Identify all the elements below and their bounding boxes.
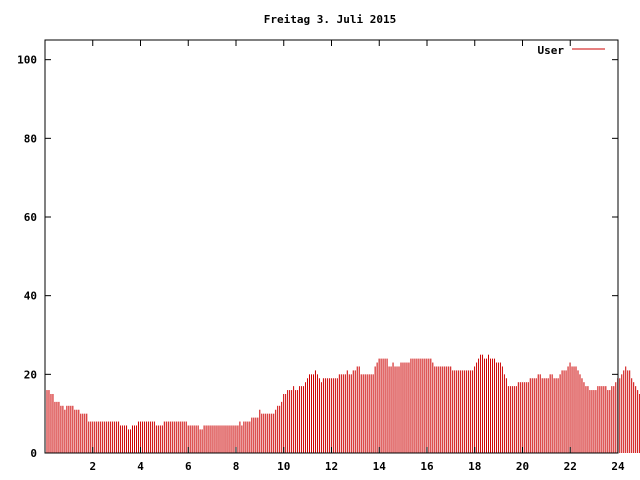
y-tick-label: 60: [24, 211, 37, 224]
y-tick-label: 40: [24, 290, 37, 303]
x-tick-label: 4: [137, 460, 144, 473]
x-tick-label: 14: [373, 460, 387, 473]
x-tick-label: 24: [611, 460, 625, 473]
x-tick-label: 8: [233, 460, 240, 473]
y-tick-label: 80: [24, 132, 37, 145]
x-tick-label: 16: [420, 460, 434, 473]
x-tick-label: 22: [564, 460, 577, 473]
legend: User: [538, 44, 605, 57]
y-axis: 0 20 40 60 80 100: [17, 54, 618, 460]
y-tick-label: 0: [30, 447, 37, 460]
x-tick-label: 12: [325, 460, 338, 473]
x-tick-label: 6: [185, 460, 192, 473]
x-tick-label: 20: [516, 460, 529, 473]
x-tick-label: 10: [277, 460, 290, 473]
x-axis: 2 4 6 8 10 12 14 16 18 20 22 24: [89, 40, 625, 473]
chart-title: Freitag 3. Juli 2015: [264, 13, 396, 26]
y-tick-label: 20: [24, 368, 37, 381]
x-tick-label: 18: [468, 460, 481, 473]
legend-label-user: User: [538, 44, 565, 57]
bar-series: [44, 354, 640, 453]
x-tick-label: 2: [89, 460, 96, 473]
y-tick-label: 100: [17, 54, 37, 67]
